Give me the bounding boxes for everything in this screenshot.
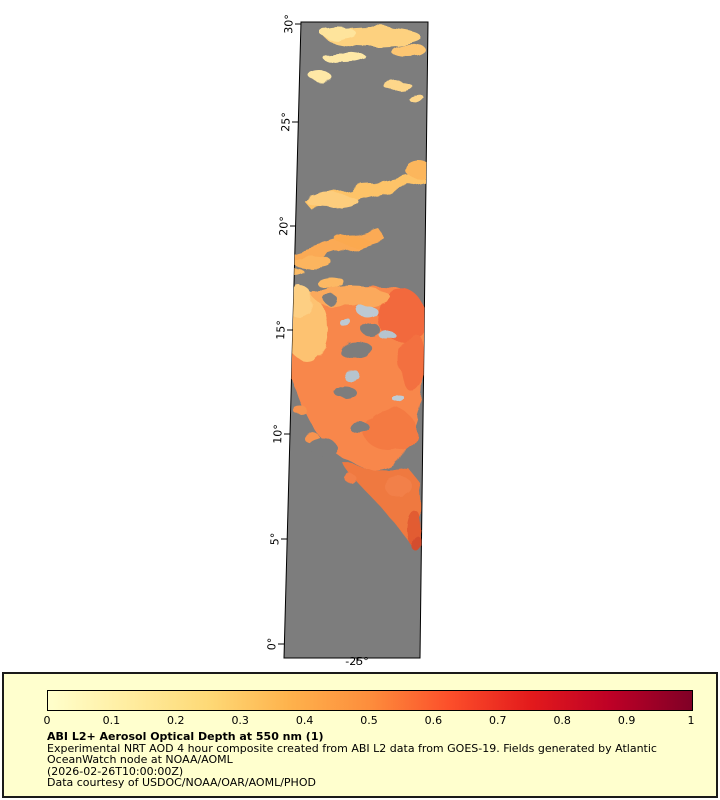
- caption-line-node: OceanWatch node at NOAA/AOML: [47, 753, 233, 767]
- colorbar-tick: 0.8: [553, 714, 571, 727]
- caption-line-timestamp: (2026-02-26T10:00:00Z): [47, 764, 184, 778]
- colorbar-tick: 0.5: [360, 714, 378, 727]
- colorbar-tick-labels: 0 0.1 0.2 0.3 0.4 0.5 0.6 0.7 0.8 0.9 1: [43, 714, 695, 728]
- legend-panel: 0 0.1 0.2 0.3 0.4 0.5 0.6 0.7 0.8 0.9 1 …: [2, 672, 718, 798]
- caption-line-description: Experimental NRT AOD 4 hour composite cr…: [47, 741, 657, 755]
- lat-label-15: 15°: [274, 320, 288, 340]
- caption-line-courtesy: Data courtesy of USDOC/NOAA/OAR/AOML/PHO…: [47, 776, 316, 790]
- caption-block: ABI L2+ Aerosol Optical Depth at 550 nm …: [47, 731, 706, 789]
- aod-data-layer: [284, 27, 428, 552]
- lat-label-0: 0°: [265, 637, 279, 651]
- lat-label-5: 5°: [268, 532, 282, 546]
- colorbar-tick: 0.6: [424, 714, 443, 727]
- lat-label-10: 10°: [271, 424, 285, 444]
- colorbar-gradient: [47, 690, 693, 711]
- colorbar-tick: 0: [43, 714, 51, 727]
- product-title: ABI L2+ Aerosol Optical Depth at 550 nm …: [47, 730, 324, 743]
- lon-label: -25°: [345, 655, 369, 668]
- colorbar-tick: 0.3: [231, 714, 249, 727]
- colorbar-tick: 1: [687, 714, 695, 727]
- colorbar-tick: 0.1: [102, 714, 121, 727]
- colorbar-tick: 0.4: [295, 714, 314, 727]
- lat-label-30: 30°: [282, 14, 296, 34]
- map-figure: 30° 25° 20° 15° 10° 5° 0° -25°: [265, 14, 429, 668]
- lat-label-25: 25°: [279, 112, 293, 132]
- colorbar-tick: 0.9: [617, 714, 636, 727]
- colorbar-tick: 0.2: [167, 714, 185, 727]
- aod-swath-map: [278, 21, 429, 664]
- colorbar-tick: 0.7: [489, 714, 507, 727]
- axis-ticks: [278, 23, 358, 664]
- lat-label-20: 20°: [277, 216, 291, 236]
